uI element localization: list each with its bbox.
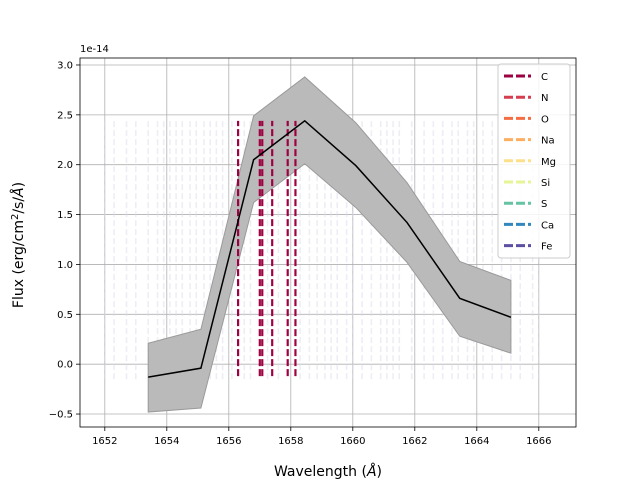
x-axis-title-angstrom: Å [366, 463, 377, 480]
element-line-markers [237, 120, 297, 377]
y-tick-label: 0.5 [57, 310, 73, 321]
x-tick-label: 1656 [216, 436, 241, 447]
legend: CNO Na Mg Si S Ca Fe [497, 63, 571, 259]
flux-line [148, 119, 512, 378]
y-tick-label: 1.5 [57, 210, 73, 221]
y-axis-title-text: Flux (erg/cm [11, 220, 27, 308]
axis-ticks: 1652 1654 1656 1658 1660 1662 1664 1666 −0.5 0.0 0… [49, 60, 552, 447]
y-tick-label: 0.0 [57, 360, 73, 371]
legend-label: Na [541, 136, 555, 147]
x-axis-title-close: ) [377, 464, 382, 480]
x-tick-label: 1664 [464, 436, 489, 447]
y-offset-text: 1e-14 [80, 44, 109, 55]
legend-box [497, 63, 571, 259]
legend-label: Si [541, 178, 550, 189]
x-tick-label: 1660 [340, 436, 365, 447]
y-axis-title-angstrom: Å [10, 187, 27, 198]
x-tick-label: 1654 [154, 436, 179, 447]
x-axis-title-text: Wavelength ( [274, 464, 367, 480]
y-axis-title: Flux (erg/cm2/s/Å) [10, 182, 28, 308]
x-tick-label: 1666 [526, 436, 551, 447]
y-tick-label: −0.5 [49, 410, 73, 421]
y-axis-title-sup: 2 [10, 214, 21, 220]
uncertainty-band [147, 76, 512, 413]
legend-label: Fe [541, 242, 552, 253]
legend-label: S [541, 199, 547, 210]
legend-label: C [541, 72, 548, 83]
flux-series [148, 119, 512, 378]
legend-label: Mg [541, 157, 556, 168]
x-tick-label: 1652 [92, 436, 117, 447]
y-axis-title-close: ) [11, 182, 27, 187]
legend-label: N [541, 93, 548, 104]
legend-label: O [541, 114, 549, 125]
y-tick-label: 2.0 [57, 160, 73, 171]
x-axis-title: Wavelength (Å) [274, 463, 382, 480]
x-tick-label: 1658 [278, 436, 303, 447]
legend-label: Ca [541, 220, 554, 231]
y-tick-label: 3.0 [57, 60, 73, 71]
y-axis-title-mid: /s/ [11, 197, 27, 214]
error-band [147, 76, 512, 413]
x-tick-label: 1662 [402, 436, 427, 447]
plot-frame [79, 57, 577, 428]
y-tick-label: 2.5 [57, 110, 73, 121]
y-tick-label: 1.0 [57, 260, 73, 271]
